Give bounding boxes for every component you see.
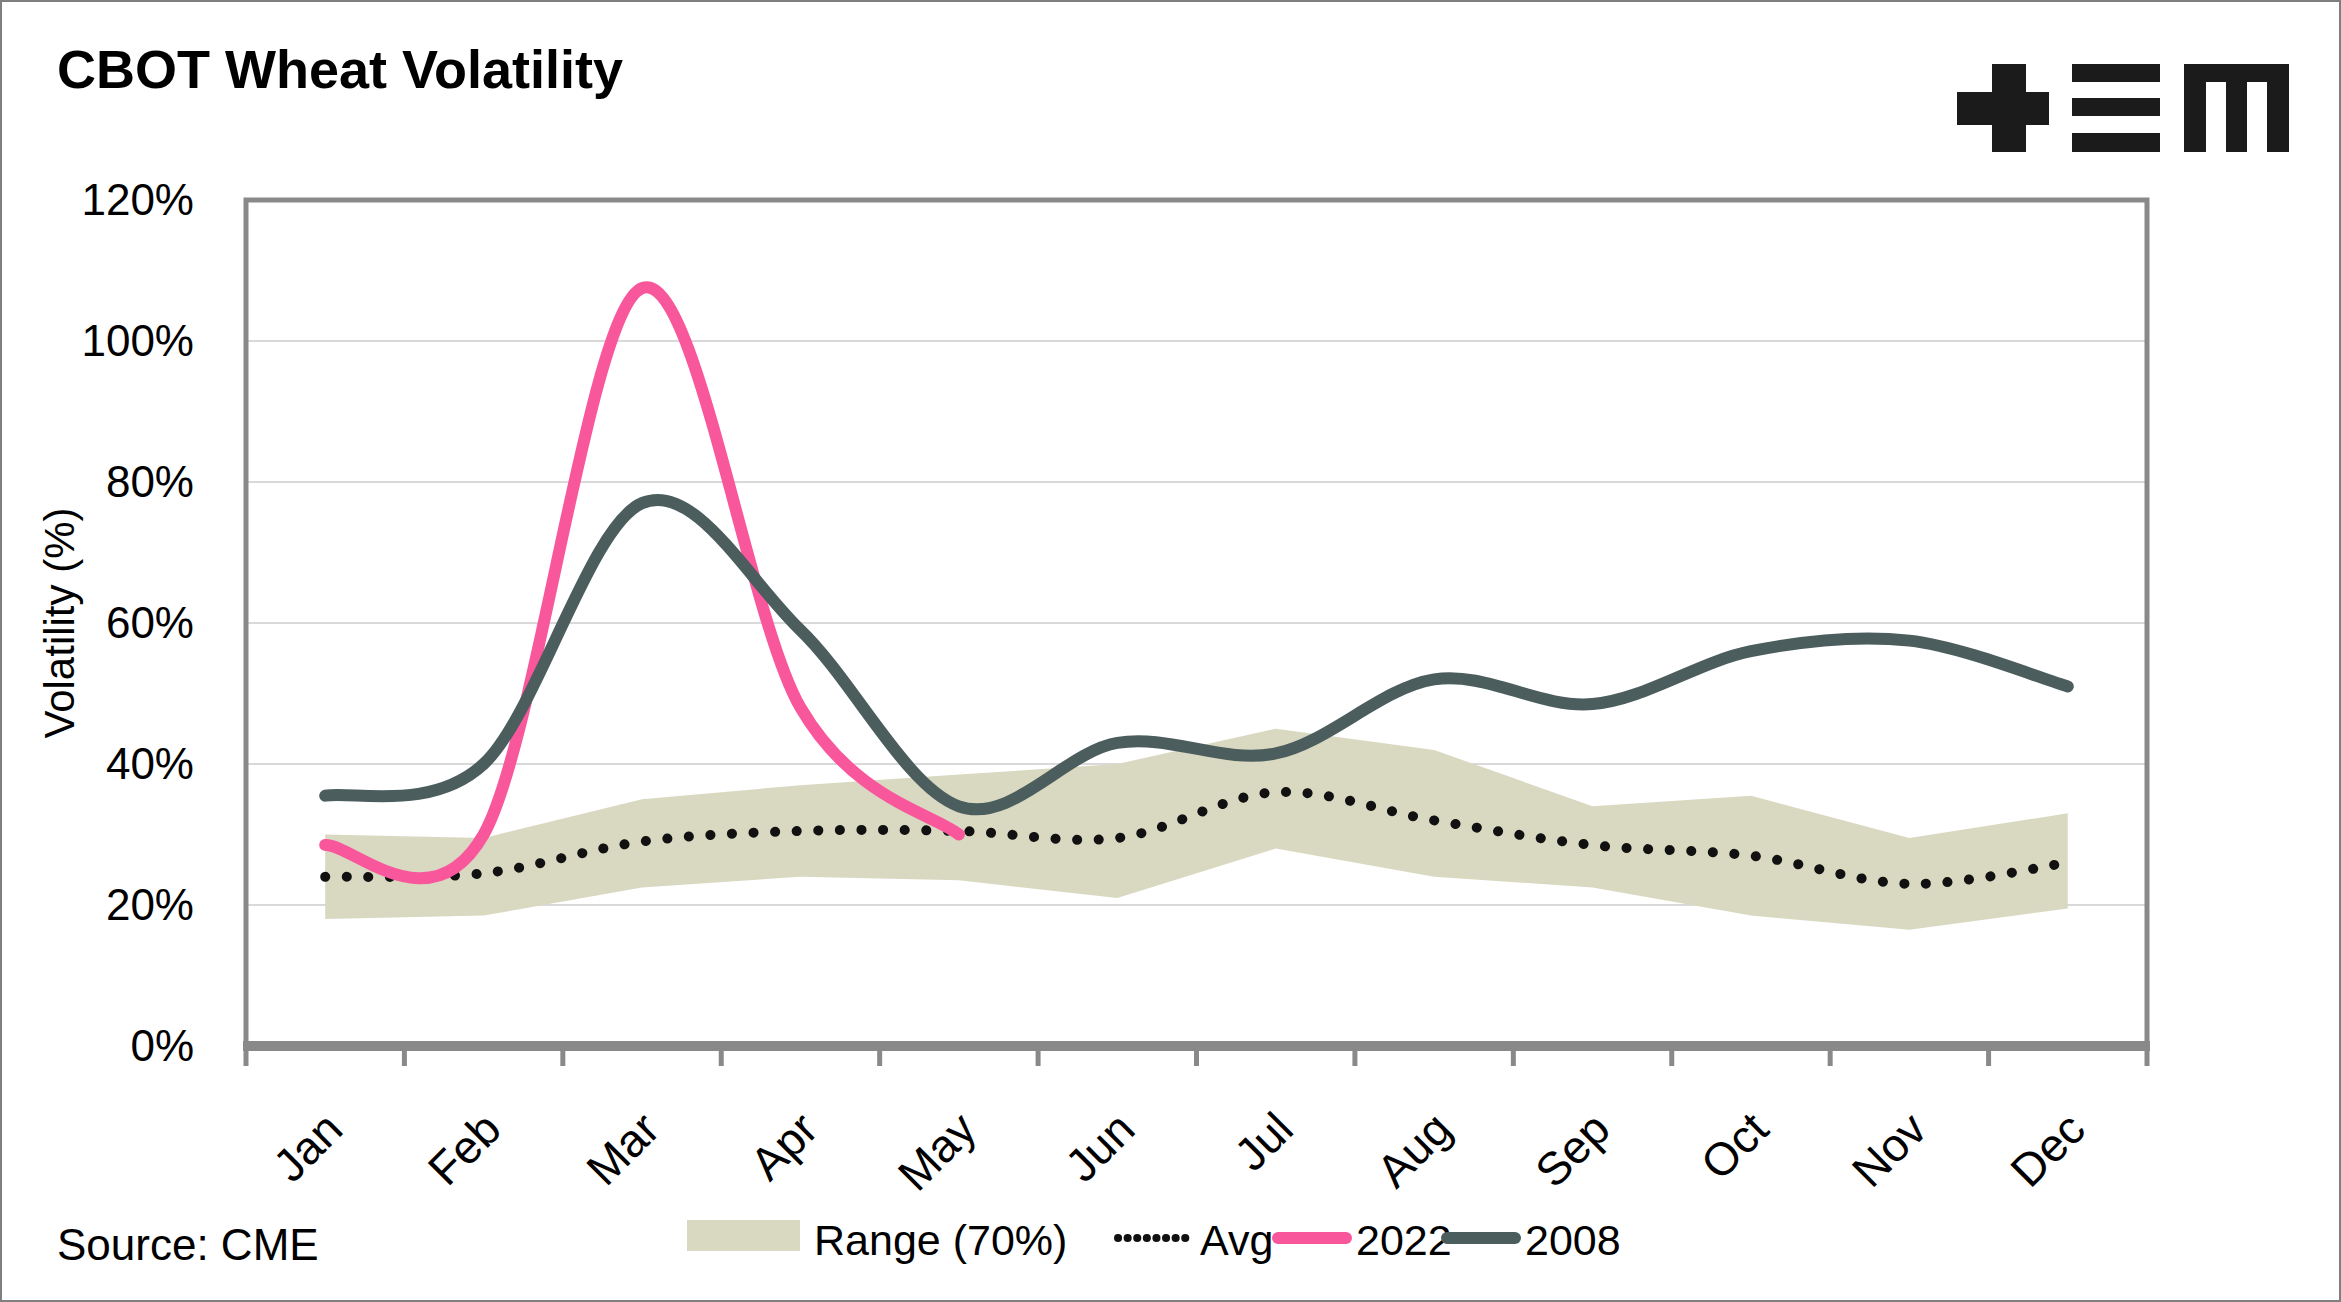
x-tick-label: Dec — [2000, 1102, 2095, 1197]
legend-label-2008: 2008 — [1525, 1216, 1621, 1264]
y-tick-label: 80% — [106, 457, 194, 506]
y-tick-label: 40% — [106, 739, 194, 788]
x-tick-label: Apr — [740, 1102, 827, 1189]
x-tick-label: Sep — [1525, 1102, 1620, 1197]
legend-label-avg: Avg — [1200, 1216, 1273, 1264]
chart-page: CBOT Wheat Volatility Volatility (%) 0% 2… — [0, 0, 2341, 1302]
range-band-swatch-icon — [687, 1220, 800, 1251]
x-tick-label: Aug — [1367, 1102, 1462, 1197]
legend: Range (70%) Avg 2022 2008 — [687, 1216, 1621, 1264]
x-tick-label: Mar — [576, 1102, 669, 1195]
x-tick-labels: Jan Feb Mar Apr May Jun Jul Aug Sep Oct Nov Dec — [246, 1046, 2147, 1201]
x-tick-label: May — [888, 1102, 986, 1200]
legend-label-range: Range (70%) — [814, 1216, 1067, 1264]
y-tick-label: 120% — [81, 175, 194, 224]
page-title: CBOT Wheat Volatility — [57, 39, 623, 99]
x-tick-label: Jan — [263, 1102, 352, 1191]
y-tick-label: 0% — [130, 1021, 194, 1070]
y-tick-label: 20% — [106, 880, 194, 929]
y-tick-labels: 0% 20% 40% 60% 80% 100% 120% — [81, 175, 194, 1070]
source-note: Source: CME — [57, 1220, 319, 1269]
volatility-chart: CBOT Wheat Volatility Volatility (%) 0% 2… — [2, 2, 2341, 1302]
x-tick-label: Oct — [1691, 1102, 1779, 1190]
y-tick-label: 100% — [81, 316, 194, 365]
y-axis-title: Volatility (%) — [36, 507, 83, 738]
x-tick-label: Nov — [1842, 1102, 1937, 1197]
y-tick-label: 60% — [106, 598, 194, 647]
x-tick-label: Feb — [418, 1102, 511, 1195]
x-tick-label: Jul — [1224, 1102, 1302, 1180]
range-band — [325, 729, 2068, 930]
x-tick-label: Jun — [1055, 1102, 1144, 1191]
legend-label-2022: 2022 — [1356, 1216, 1452, 1264]
range-band-layer — [325, 729, 2068, 930]
plus-equals-m-logo-icon — [1957, 64, 2289, 152]
